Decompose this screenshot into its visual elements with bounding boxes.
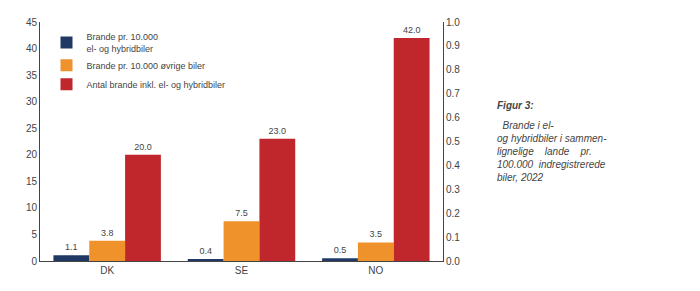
svg-text:10: 10 — [26, 202, 38, 213]
svg-text:25: 25 — [26, 123, 38, 134]
svg-text:35: 35 — [26, 70, 38, 81]
svg-text:DK: DK — [100, 265, 114, 276]
svg-text:0.5: 0.5 — [446, 136, 460, 147]
svg-text:3.8: 3.8 — [101, 228, 114, 238]
svg-text:40: 40 — [26, 43, 38, 54]
svg-text:0.8: 0.8 — [446, 64, 460, 75]
svg-text:0.5: 0.5 — [334, 245, 347, 255]
svg-text:7.5: 7.5 — [235, 208, 248, 218]
svg-text:Figur 3:: Figur 3: — [497, 100, 534, 111]
svg-text:0.1: 0.1 — [446, 232, 460, 243]
svg-text:Brande pr. 10.000 øvrige biler: Brande pr. 10.000 øvrige biler — [87, 61, 206, 71]
svg-text:0.0: 0.0 — [446, 256, 460, 267]
svg-text:45: 45 — [26, 17, 38, 28]
svg-text:0.9: 0.9 — [446, 40, 460, 51]
svg-text:30: 30 — [26, 96, 38, 107]
svg-text:20.0: 20.0 — [134, 142, 152, 152]
svg-text:5: 5 — [31, 229, 37, 240]
svg-text:1.1: 1.1 — [65, 242, 78, 252]
svg-text:0: 0 — [31, 256, 37, 267]
svg-text:20: 20 — [26, 149, 38, 160]
svg-text:Brande i el-og hybridbiler i s: Brande i el-og hybridbiler i sammen-lign… — [497, 120, 607, 183]
svg-text:SE: SE — [235, 265, 249, 276]
svg-text:0.4: 0.4 — [199, 246, 212, 256]
svg-text:15: 15 — [26, 176, 38, 187]
svg-text:NO: NO — [368, 265, 383, 276]
svg-text:0.3: 0.3 — [446, 184, 460, 195]
svg-text:0.2: 0.2 — [446, 208, 460, 219]
svg-text:0.7: 0.7 — [446, 88, 460, 99]
svg-text:Antal brande inkl. el- og hybr: Antal brande inkl. el- og hybridbiler — [87, 80, 226, 90]
svg-text:3.5: 3.5 — [370, 229, 383, 239]
svg-text:0.4: 0.4 — [446, 160, 460, 171]
svg-text:1.0: 1.0 — [446, 17, 460, 28]
svg-text:42.0: 42.0 — [403, 25, 421, 35]
svg-text:23.0: 23.0 — [269, 126, 287, 136]
svg-text:0.6: 0.6 — [446, 112, 460, 123]
svg-text:Brande pr. 10.000el- og hybrid: Brande pr. 10.000el- og hybridbiler — [87, 32, 159, 54]
